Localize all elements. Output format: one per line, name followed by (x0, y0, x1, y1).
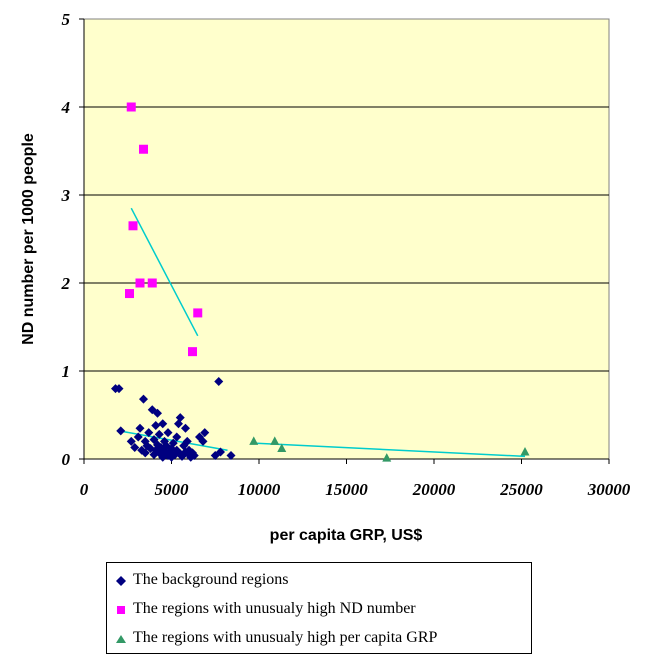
x-axis-title: per capita GRP, US$ (270, 527, 423, 544)
legend-item-background: The background regions (107, 565, 531, 594)
data-point-background (168, 438, 178, 448)
legend-item-high-grp: The regions with unusualy high per capit… (107, 623, 531, 652)
data-point-background (151, 421, 161, 431)
data-point-background (216, 447, 225, 457)
data-point-background (214, 377, 224, 387)
data-point-background (154, 429, 164, 439)
data-point-background (114, 384, 124, 394)
y-tick-labels: 0 1 2 3 4 5 (61, 10, 71, 469)
y-tick-label: 4 (61, 98, 71, 117)
data-point-high-nd (147, 278, 157, 288)
data-point-high-nd (126, 102, 136, 112)
scatter-chart: 0 1 2 3 4 5 0 5000 10000 15000 20000 25000 30000 pe… (20, 10, 631, 544)
data-point-background (139, 394, 148, 404)
x-tick-label: 5000 (155, 480, 190, 499)
data-point-high-grp (249, 436, 259, 445)
data-point-background (182, 436, 192, 446)
trendline-series-2 (253, 442, 526, 458)
legend-label: The regions with unusualy high ND number (133, 599, 416, 617)
data-point-high-grp (270, 436, 280, 445)
data-point-high-nd (193, 308, 203, 318)
x-tick-labels: 0 5000 10000 15000 20000 25000 30000 (80, 480, 631, 499)
data-point-high-grp (520, 446, 530, 456)
data-point-high-nd (128, 221, 138, 231)
y-tick-label: 3 (61, 186, 71, 205)
data-point-background (130, 443, 140, 453)
y-tick-label: 0 (62, 450, 71, 469)
legend: The background regions The regions with … (106, 562, 532, 654)
data-point-background (140, 448, 150, 458)
legend-item-high-nd: The regions with unusualy high ND number (107, 594, 531, 623)
data-point-high-nd (139, 144, 148, 154)
triangle-marker-icon (115, 632, 127, 644)
square-marker-icon (115, 603, 127, 615)
legend-label: The background regions (133, 570, 289, 588)
legend-label: The regions with unusualy high per capit… (133, 628, 438, 646)
data-point-high-grp (382, 453, 392, 462)
y-tick-label: 5 (62, 10, 71, 29)
data-point-background (144, 428, 154, 438)
data-point-high-nd (125, 289, 134, 299)
data-point-background (126, 436, 136, 446)
data-point-high-nd (135, 278, 145, 288)
data-point-background (158, 419, 168, 429)
data-point-background (153, 408, 162, 418)
diamond-marker-icon (115, 574, 127, 586)
x-tick-label: 20000 (412, 480, 456, 499)
data-point-background (189, 450, 199, 460)
data-point-high-grp (277, 443, 287, 452)
y-axis-title: ND number per 1000 people (20, 133, 37, 345)
data-point-background (200, 428, 210, 438)
data-point-background (135, 423, 145, 433)
x-tick-label: 10000 (238, 480, 281, 499)
y-tick-label: 1 (62, 362, 71, 381)
data-point-high-nd (188, 347, 197, 357)
plot-area (83, 18, 610, 460)
data-point-background (163, 428, 173, 438)
data-point-background (116, 426, 126, 436)
x-tick-label: 30000 (587, 480, 631, 499)
gridlines (84, 106, 609, 372)
x-tick-label: 25000 (499, 480, 543, 499)
x-tick-label: 15000 (325, 480, 368, 499)
trendline-series-1 (130, 207, 199, 337)
data-point-background (226, 450, 236, 460)
data-points (111, 102, 530, 462)
data-point-background (133, 432, 143, 442)
data-point-background (172, 432, 182, 442)
data-point-background (181, 423, 190, 433)
y-tick-label: 2 (61, 274, 71, 293)
data-point-background (198, 436, 208, 446)
x-tick-label: 0 (80, 480, 89, 499)
data-point-background (175, 413, 185, 423)
